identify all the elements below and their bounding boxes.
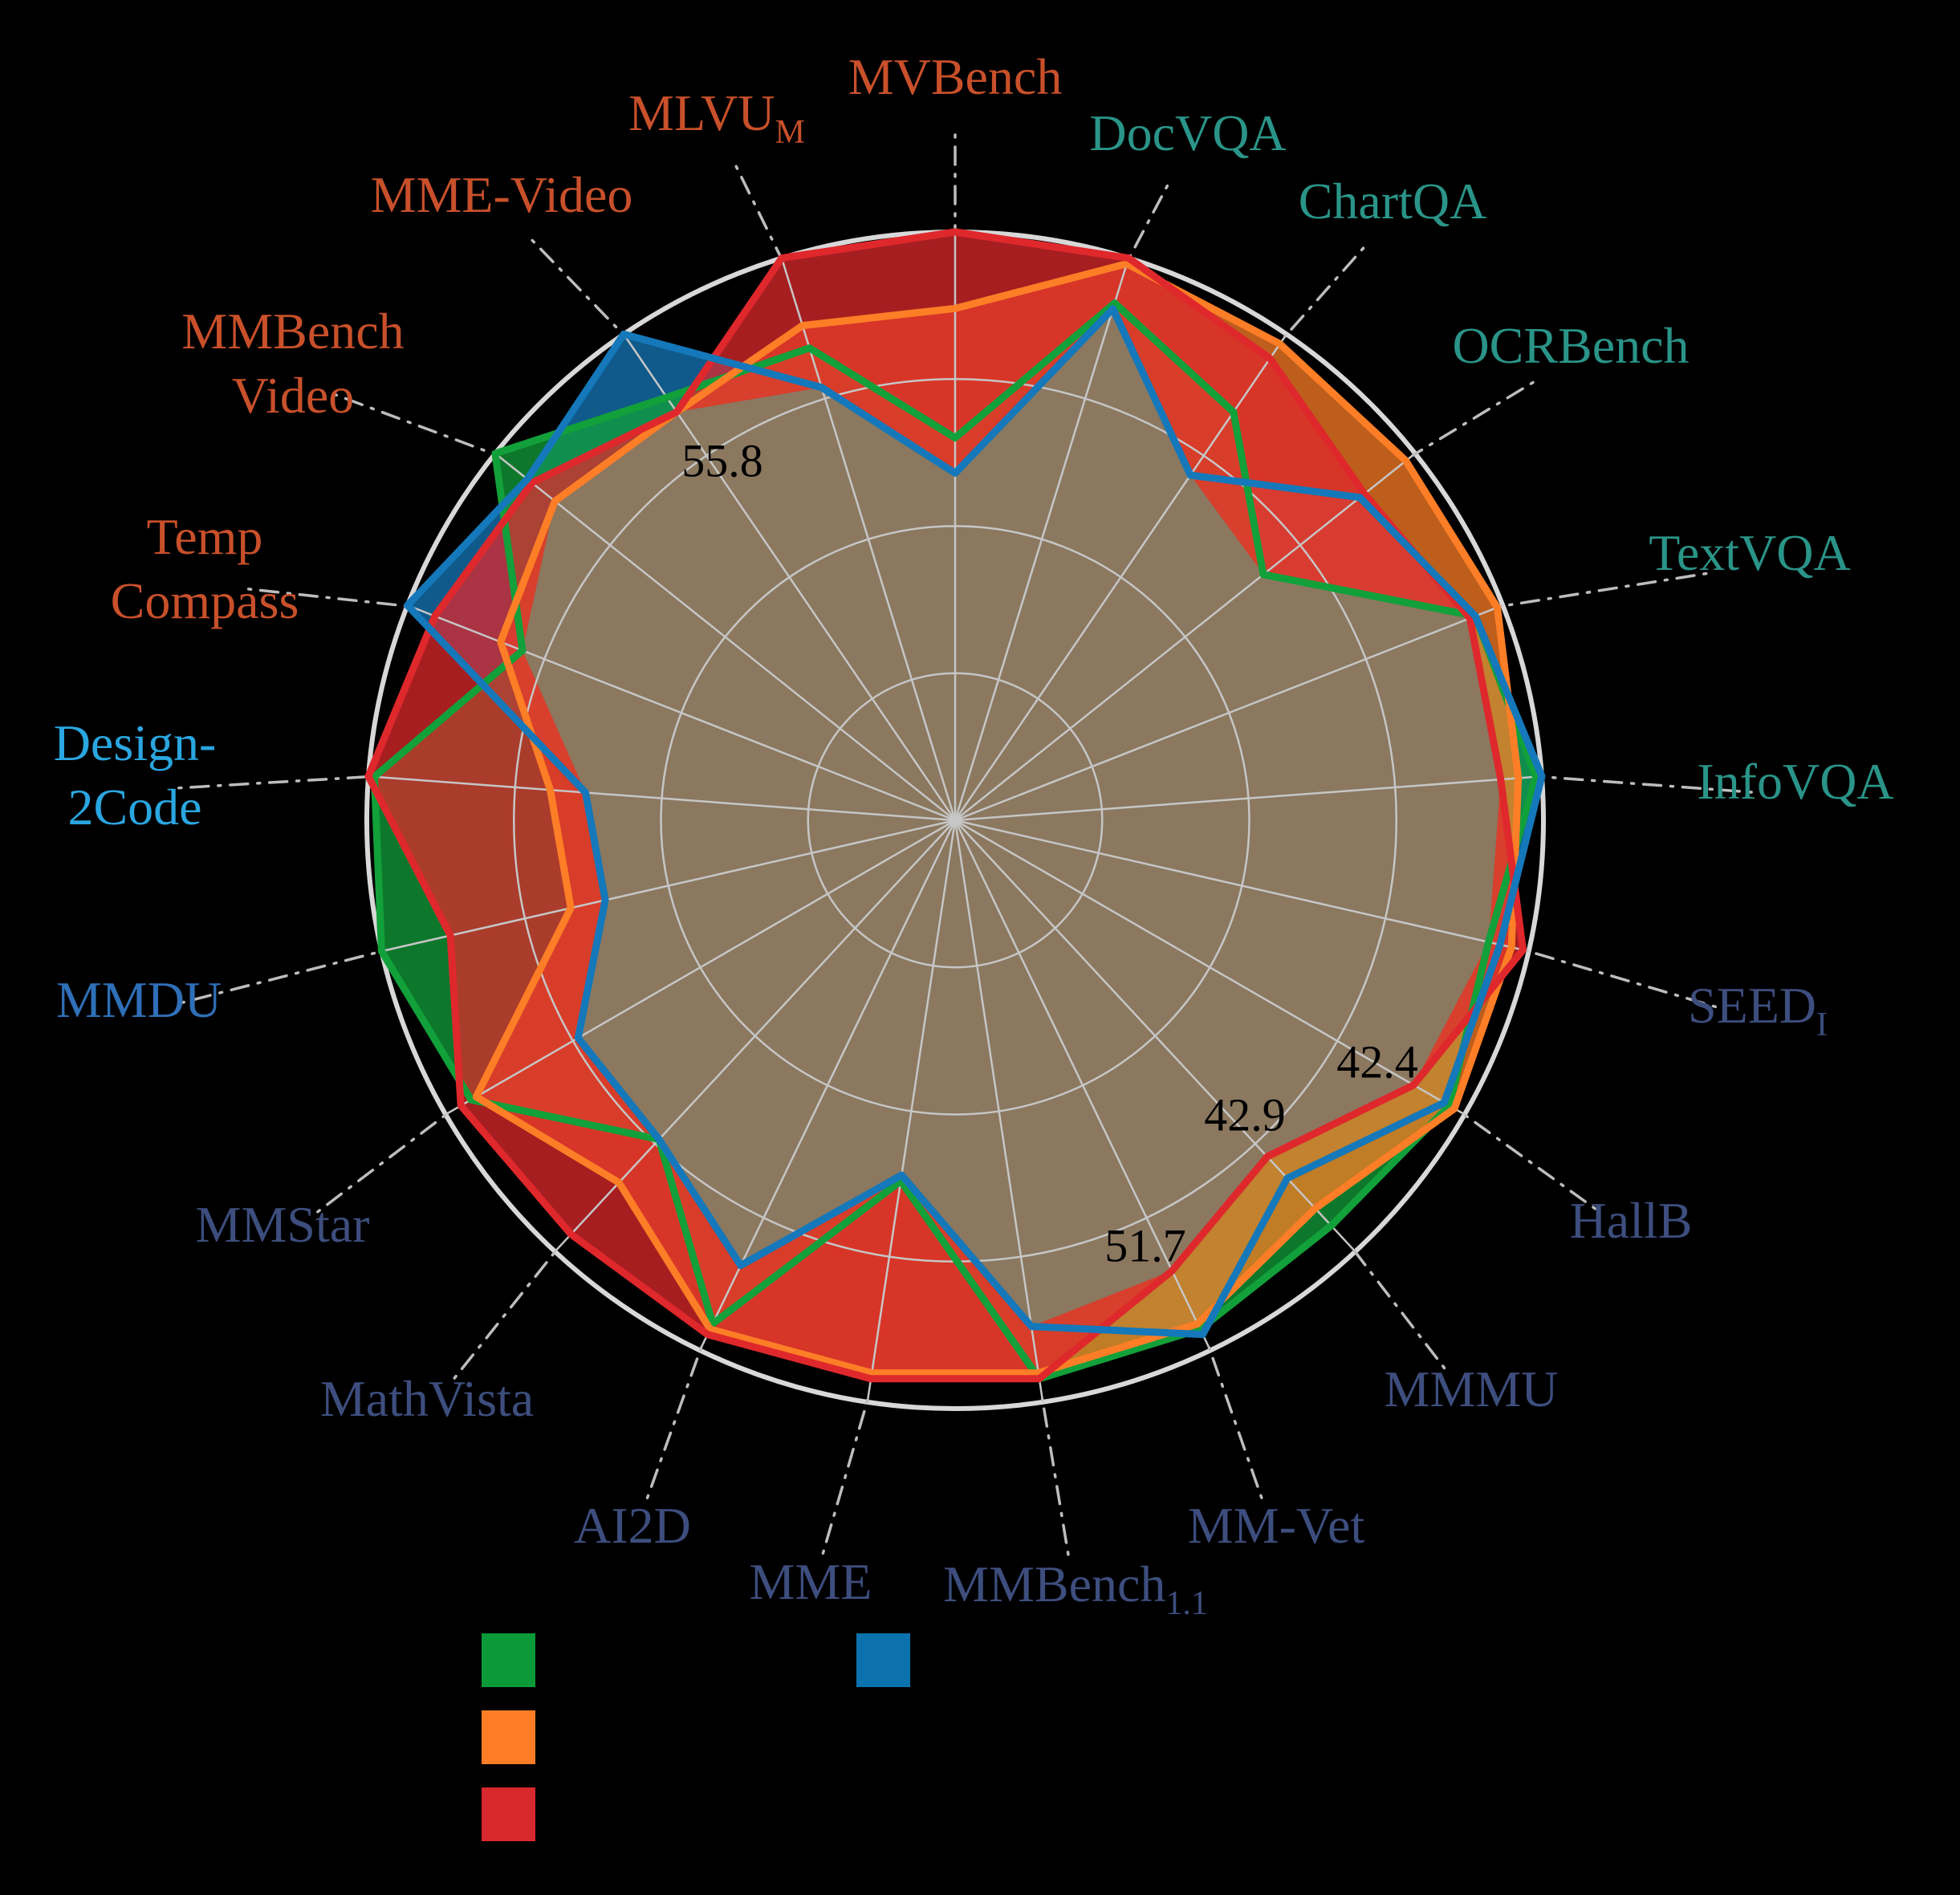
leader-line [531,238,627,339]
leader-line [734,165,784,262]
tick-annotation: 42.4 [1336,1036,1418,1088]
grid-spoke [954,775,1543,822]
axis-label-MMMU: MMMU [1385,1360,1559,1417]
axis-label-MVBench: MVBench [848,48,1063,105]
grid-spoke [954,258,1130,821]
layer-outlines [364,228,1546,1383]
leader-line [1040,1397,1070,1556]
leader-line [1207,1346,1263,1499]
series-line-green [370,299,1540,1383]
leader-line [1352,1247,1446,1370]
leader-line [453,1247,559,1380]
axis-label-TempCompass: Temp Compass [111,508,299,629]
series-line-orange [472,260,1523,1377]
overlap-region [523,308,1501,1327]
axis-label-DocVQA: DocVQA [1089,104,1286,161]
grid-spoke [554,819,956,1253]
tick-annotation: 51.7 [1104,1220,1186,1272]
axis-label-OCRBench: OCRBench [1452,317,1689,374]
axis-label-ChartQA: ChartQA [1299,173,1487,230]
tick-annotation: 42.9 [1204,1089,1286,1141]
grid-spoke [954,819,1529,953]
leader-line [1460,1111,1597,1210]
grid-spoke [623,333,957,821]
axis-label-MMBench: MMBench1.1 [943,1555,1208,1622]
axis-label-MMDU: MMDU [56,971,222,1028]
grid-spoke [866,819,957,1402]
grid-spoke [368,775,956,822]
legend-swatch-green [482,1633,535,1687]
grid-spoke [954,819,1044,1402]
leader-line [1411,380,1535,457]
axis-label-Design-2Code: Design-2Code [54,714,217,836]
axis-label-MMBenchVideo: MMBench Video [181,303,404,424]
grid-spoke [954,819,1466,1116]
leader-line [1537,775,1753,794]
layer-legend [482,1633,910,1841]
axis-label-MathVista: MathVista [320,1370,534,1427]
leader-line [1498,571,1708,608]
axis-label-InfoVQA: InfoVQA [1697,753,1893,810]
axis-label-TextVQA: TextVQA [1649,524,1850,581]
grid-spoke [445,819,956,1116]
axis-label-MM-Vet: MM-Vet [1188,1497,1365,1554]
grid-spoke [954,819,1212,1351]
tick-annotation: 55.8 [681,435,763,487]
grid-spoke [494,453,956,821]
layer-annos: 55.8 42.4 42.9 51.7 [681,435,1418,1272]
axis-label-MMStar: MMStar [196,1196,370,1253]
leader-line [316,1111,450,1214]
axis-label-AI2D: AI2D [574,1497,691,1554]
leader-line [821,1397,870,1555]
grid-spoke [381,819,956,953]
leader-line [1524,949,1718,1009]
leader-line [1126,184,1169,262]
leader-line [332,392,499,457]
legend-swatch-orange [482,1710,535,1764]
legend-swatch-blue [856,1633,910,1687]
axis-label-SEED: SEEDI [1688,977,1828,1043]
grid-spoke [954,453,1416,821]
axis-label-MME-Video: MME-Video [371,166,633,223]
series-line-blue [404,305,1546,1339]
axis-label-HallB: HallB [1570,1192,1693,1249]
leader-line [180,949,386,1005]
layer-leaders [177,133,1753,1556]
axis-label-MME: MME [750,1553,872,1610]
leader-line [177,775,373,790]
legend-swatch-red [482,1787,535,1841]
axis-label-MLVU: MLVUM [628,84,805,151]
leader-line [246,588,412,608]
leader-line [1283,246,1365,339]
layer-overlap [523,308,1501,1327]
leader-line [645,1346,703,1499]
grid-spoke [954,604,1503,822]
